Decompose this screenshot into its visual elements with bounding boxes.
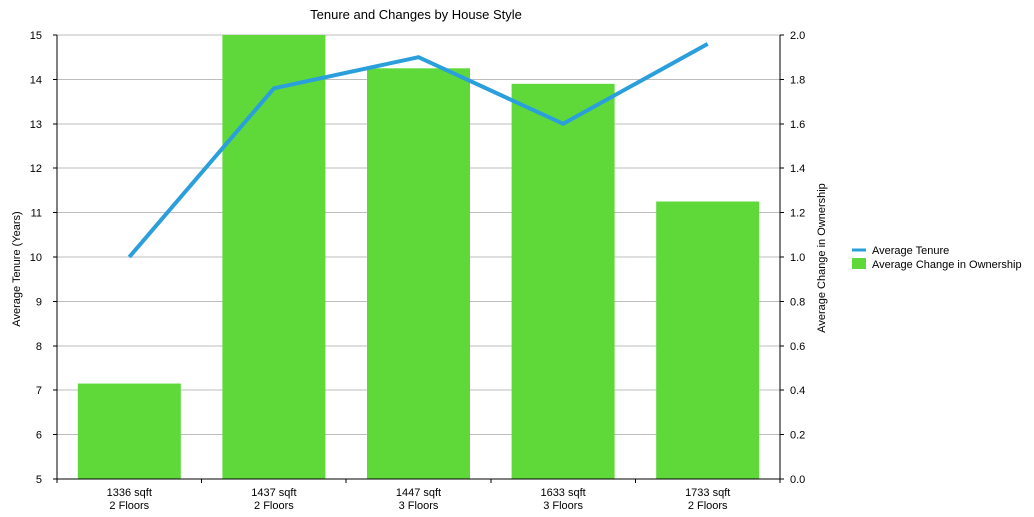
right-tick-label: 2.0 xyxy=(790,30,805,42)
category-label-line: 2 Floors xyxy=(688,500,728,512)
right-tick-label: 1.6 xyxy=(790,119,805,131)
legend-label: Average Change in Ownership xyxy=(872,259,1022,271)
legend: Average Tenure Average Change in Ownershi… xyxy=(852,245,1022,271)
bar xyxy=(77,383,181,479)
left-tick-label: 11 xyxy=(31,208,42,220)
category-label-line: 3 Floors xyxy=(543,500,583,512)
right-tick-label: 0.0 xyxy=(790,474,805,486)
left-tick-label: 9 xyxy=(36,296,42,308)
right-tick-label: 0.4 xyxy=(790,385,805,397)
left-tick-label: 6 xyxy=(36,430,42,442)
category-label-line: 2 Floors xyxy=(109,500,149,512)
bar xyxy=(367,68,470,480)
category-label-line: 1447 sqft xyxy=(396,487,441,499)
right-tick-label: 0.6 xyxy=(790,341,805,353)
right-tick-label: 0.2 xyxy=(790,430,805,442)
category-label: 1447 sqft 3 Floors xyxy=(396,487,441,512)
left-tick-label: 13 xyxy=(30,119,42,131)
line-average-tenure xyxy=(127,42,709,259)
line-series xyxy=(127,42,709,259)
left-tick-label: 10 xyxy=(30,252,42,264)
category-label-line: 1633 sqft xyxy=(540,487,585,499)
right-axis-ticks: 0.0 0.2 0.4 0.6 0.8 1.0 1.2 1.4 1.6 1.8 2.0 xyxy=(780,30,805,486)
bar xyxy=(222,35,326,479)
right-axis-title: Average Change in Ownership xyxy=(816,183,828,333)
category-label: 1336 sqft 2 Floors xyxy=(107,487,152,512)
bar-series xyxy=(77,35,760,480)
bar xyxy=(511,83,615,479)
left-tick-label: 8 xyxy=(36,341,42,353)
left-tick-label: 7 xyxy=(36,385,42,397)
category-label-line: 1437 sqft xyxy=(251,487,296,499)
legend-swatch-bar xyxy=(852,258,866,269)
right-tick-label: 1.8 xyxy=(790,74,805,86)
right-tick-label: 1.4 xyxy=(790,163,805,175)
category-label-line: 1336 sqft xyxy=(107,487,152,499)
category-label: 1633 sqft 3 Floors xyxy=(540,487,585,512)
right-tick-label: 0.8 xyxy=(790,296,805,308)
right-tick-label: 1.2 xyxy=(790,208,805,220)
left-tick-label: 15 xyxy=(30,30,42,42)
chart-title: Tenure and Changes by House Style xyxy=(310,7,522,22)
left-axis-title: Average Tenure (Years) xyxy=(11,211,23,326)
left-tick-label: 14 xyxy=(30,74,42,86)
category-label: 1437 sqft 2 Floors xyxy=(251,487,296,512)
category-label-line: 2 Floors xyxy=(254,500,294,512)
bar xyxy=(656,201,760,479)
left-axis-ticks: 5 6 7 8 9 10 11 12 13 14 15 xyxy=(30,30,57,486)
left-tick-label: 12 xyxy=(30,163,42,175)
legend-label: Average Tenure xyxy=(872,245,949,257)
left-tick-label: 5 xyxy=(36,474,42,486)
category-label: 1733 sqft 2 Floors xyxy=(685,487,730,512)
right-tick-label: 1.0 xyxy=(790,252,805,264)
category-label-line: 1733 sqft xyxy=(685,487,730,499)
category-label-line: 3 Floors xyxy=(399,500,439,512)
